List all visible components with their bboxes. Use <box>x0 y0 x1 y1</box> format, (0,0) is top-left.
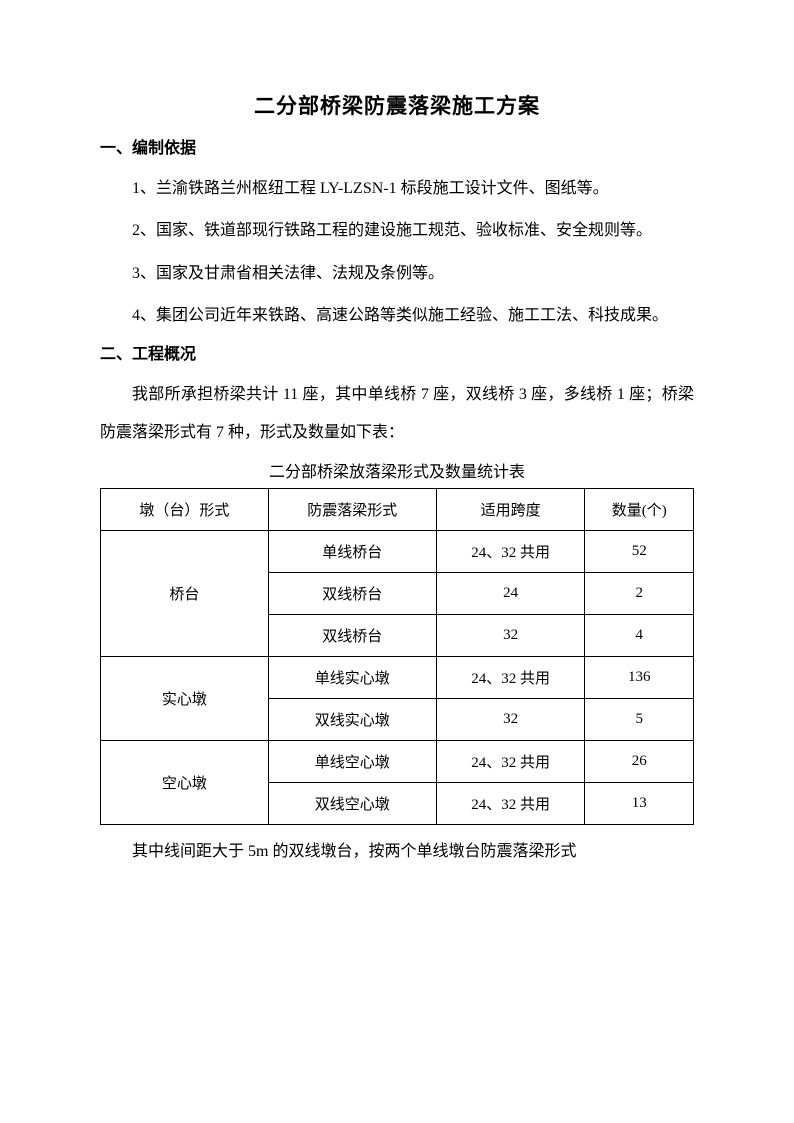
cell-qty: 4 <box>585 615 694 657</box>
cell-qty: 13 <box>585 783 694 825</box>
cell-span: 24、32 共用 <box>436 783 585 825</box>
cell-span: 32 <box>436 615 585 657</box>
section-2-heading: 二、工程概况 <box>100 340 694 364</box>
cell-form: 双线实心墩 <box>268 699 436 741</box>
cell-qty: 26 <box>585 741 694 783</box>
cell-span: 24 <box>436 573 585 615</box>
group-label: 桥台 <box>101 531 269 657</box>
cell-form: 单线桥台 <box>268 531 436 573</box>
table-header-row: 墩（台）形式 防震落梁形式 适用跨度 数量(个) <box>101 489 694 531</box>
cell-form: 双线桥台 <box>268 615 436 657</box>
table-caption: 二分部桥梁放落梁形式及数量统计表 <box>100 458 694 482</box>
table-header-c3: 适用跨度 <box>436 489 585 531</box>
cell-form: 双线桥台 <box>268 573 436 615</box>
cell-form: 单线空心墩 <box>268 741 436 783</box>
section-1-p3: 3、国家及甘肃省相关法律、法规及条例等。 <box>100 255 694 293</box>
after-table-text: 其中线间距大于 5m 的双线墩台，按两个单线墩台防震落梁形式 <box>100 833 694 871</box>
table-header-c2: 防震落梁形式 <box>268 489 436 531</box>
cell-span: 24、32 共用 <box>436 657 585 699</box>
cell-form: 双线空心墩 <box>268 783 436 825</box>
section-1-heading: 一、编制依据 <box>100 134 694 158</box>
cell-qty: 136 <box>585 657 694 699</box>
section-1-p4: 4、集团公司近年来铁路、高速公路等类似施工经验、施工工法、科技成果。 <box>100 297 694 335</box>
cell-qty: 5 <box>585 699 694 741</box>
cell-qty: 2 <box>585 573 694 615</box>
cell-form: 单线实心墩 <box>268 657 436 699</box>
group-label: 实心墩 <box>101 657 269 741</box>
section-1-p2: 2、国家、铁道部现行铁路工程的建设施工规范、验收标准、安全规则等。 <box>100 212 694 250</box>
table-row: 空心墩 单线空心墩 24、32 共用 26 <box>101 741 694 783</box>
table-header-c1: 墩（台）形式 <box>101 489 269 531</box>
table-row: 实心墩 单线实心墩 24、32 共用 136 <box>101 657 694 699</box>
section-1-p1: 1、兰渝铁路兰州枢纽工程 LY-LZSN-1 标段施工设计文件、图纸等。 <box>100 170 694 208</box>
cell-span: 24、32 共用 <box>436 531 585 573</box>
cell-span: 32 <box>436 699 585 741</box>
stats-table: 墩（台）形式 防震落梁形式 适用跨度 数量(个) 桥台 单线桥台 24、32 共… <box>100 488 694 825</box>
group-label: 空心墩 <box>101 741 269 825</box>
table-row: 桥台 单线桥台 24、32 共用 52 <box>101 531 694 573</box>
document-title: 二分部桥梁防震落梁施工方案 <box>100 90 694 120</box>
cell-qty: 52 <box>585 531 694 573</box>
section-2-p1: 我部所承担桥梁共计 11 座，其中单线桥 7 座，双线桥 3 座，多线桥 1 座… <box>100 376 694 453</box>
table-header-c4: 数量(个) <box>585 489 694 531</box>
cell-span: 24、32 共用 <box>436 741 585 783</box>
